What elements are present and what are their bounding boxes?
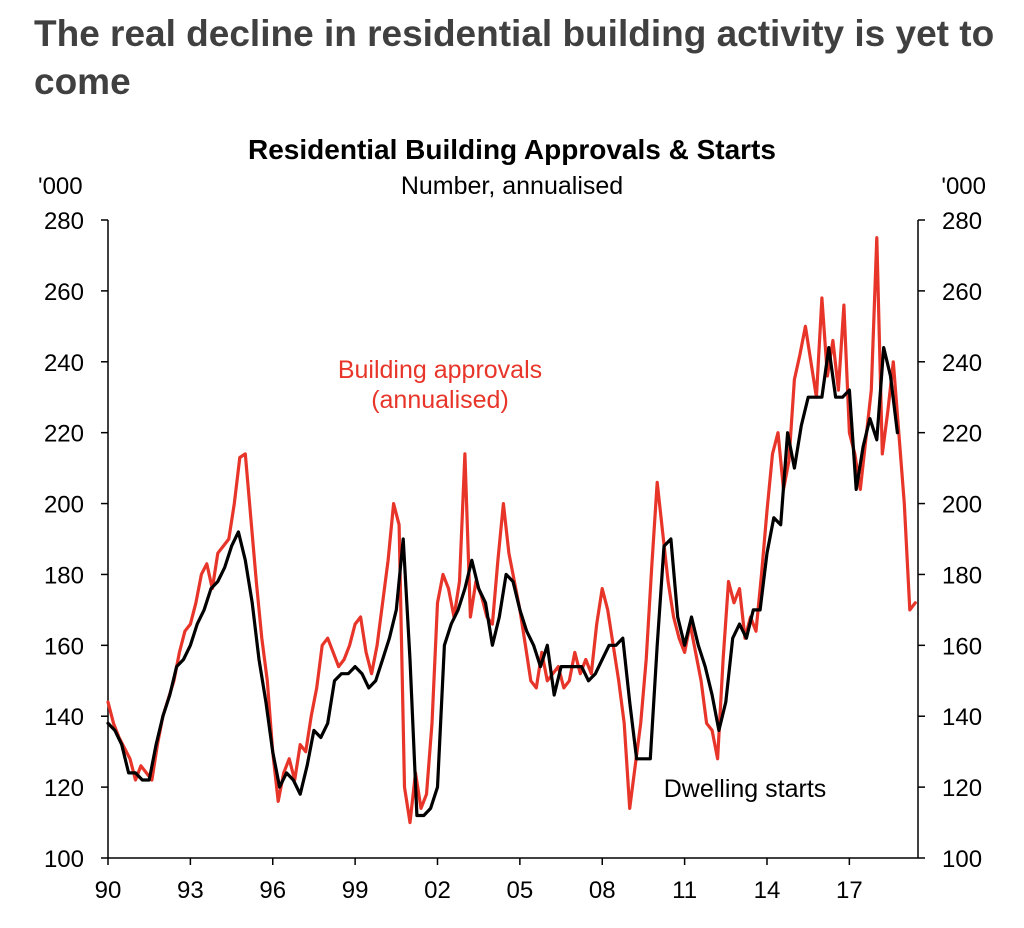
y-tick-label-left: 280 <box>44 208 84 235</box>
approvals-label: (annualised) <box>371 386 509 414</box>
y-tick-label-right: 280 <box>942 208 982 235</box>
x-tick-label: 11 <box>672 877 697 904</box>
y-tick-label-right: 140 <box>942 704 982 731</box>
y-tick-label-right: 260 <box>942 279 982 306</box>
y-tick-label-left: 140 <box>44 704 84 731</box>
x-tick-label: 02 <box>424 877 451 904</box>
y-tick-label-right: 180 <box>942 562 982 589</box>
starts-line <box>106 346 899 818</box>
x-tick-label: 99 <box>342 877 369 904</box>
y-tick-label-right: 220 <box>942 421 982 448</box>
approvals-line <box>106 236 917 825</box>
y-tick-label-left: 260 <box>44 279 84 306</box>
x-tick-label: 05 <box>507 877 534 904</box>
x-tick-label: 14 <box>754 877 781 904</box>
series-labels: Building approvals(annualised) Dwelling s… <box>338 356 826 803</box>
y-tick-label-right: 100 <box>942 846 982 873</box>
chart-title: Residential Building Approvals & Starts <box>248 134 776 165</box>
y-tick-label-left: 100 <box>44 846 84 873</box>
x-tick-label: 96 <box>259 877 286 904</box>
starts-label: Dwelling starts <box>664 775 827 803</box>
chart-axes: 100 100 120 120 140 140 160 160 180 180 200 200 220 2… <box>44 208 982 904</box>
y-tick-label-right: 240 <box>942 350 982 377</box>
y-tick-label-left: 160 <box>44 633 84 660</box>
y-tick-label-left: 220 <box>44 421 84 448</box>
approvals-label: Building approvals <box>338 356 542 384</box>
x-tick-label: 08 <box>589 877 616 904</box>
chart-subtitle: Number, annualised <box>401 172 623 200</box>
y-unit-right: '000 <box>941 173 986 200</box>
y-tick-label-left: 180 <box>44 562 84 589</box>
series-layer <box>106 236 917 825</box>
page-headline: The real decline in residential building… <box>34 13 995 102</box>
y-unit-left: '000 <box>38 173 83 200</box>
x-tick-label: 93 <box>177 877 204 904</box>
y-tick-label-left: 240 <box>44 350 84 377</box>
x-tick-label: 17 <box>836 877 863 904</box>
y-tick-label-right: 120 <box>942 775 982 802</box>
y-tick-label-left: 200 <box>44 492 84 519</box>
x-tick-label: 90 <box>95 877 122 904</box>
y-tick-label-right: 200 <box>942 492 982 519</box>
y-tick-label-right: 160 <box>942 633 982 660</box>
y-tick-label-left: 120 <box>44 775 84 802</box>
